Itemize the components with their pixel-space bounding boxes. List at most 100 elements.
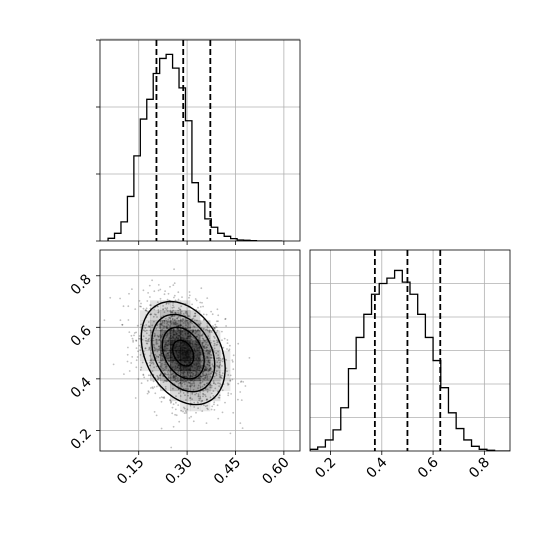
joint-scatter-point — [208, 361, 211, 364]
joint-scatter-point — [139, 305, 141, 308]
joint-scatter-point — [206, 326, 209, 329]
joint-scatter-point — [142, 373, 145, 376]
joint-scatter-point — [184, 394, 186, 397]
joint-scatter-point — [144, 327, 147, 329]
joint-density-cell — [180, 390, 191, 402]
joint-scatter-point — [168, 376, 170, 378]
joint-scatter-point — [156, 301, 159, 303]
joint-scatter-point — [217, 396, 220, 399]
joint-scatter-point — [157, 311, 160, 314]
joint-scatter-point — [218, 394, 221, 397]
joint-scatter-point — [162, 305, 165, 307]
joint-scatter-point — [174, 312, 177, 314]
joint-scatter-point — [175, 375, 178, 378]
joint-scatter-point — [187, 322, 190, 325]
joint-scatter-point — [161, 322, 164, 325]
joint-scatter-point — [157, 356, 160, 358]
joint-scatter-point — [158, 354, 161, 356]
joint-scatter-point — [159, 288, 162, 291]
joint-scatter-point — [157, 310, 160, 313]
joint-density-cell — [140, 310, 151, 321]
joint-scatter-point — [211, 363, 214, 366]
joint-scatter-point — [202, 392, 204, 395]
joint-scatter-point — [211, 370, 214, 373]
joint-scatter-point — [192, 420, 195, 423]
joint-scatter-point — [176, 379, 179, 381]
joint-scatter-point — [177, 404, 180, 406]
joint-scatter-point — [127, 346, 129, 349]
joint-density-cell — [150, 330, 161, 341]
joint-scatter-point — [215, 374, 218, 377]
joint-scatter-point — [177, 325, 180, 327]
joint-scatter-point — [148, 326, 151, 328]
joint-scatter-point — [219, 376, 222, 379]
joint-scatter-point — [214, 387, 217, 390]
joint-scatter-point — [159, 374, 162, 376]
joint-scatter-point — [221, 372, 224, 375]
joint-scatter-point — [137, 378, 140, 380]
joint-xtick-label: 0.45 — [211, 455, 244, 488]
joint-scatter-point — [201, 399, 203, 402]
joint-scatter-point — [134, 397, 137, 399]
joint-scatter-point — [180, 318, 182, 321]
joint-scatter-point — [216, 364, 218, 367]
joint-scatter-point — [189, 320, 192, 323]
joint-scatter-point — [178, 325, 180, 327]
joint-scatter-point — [207, 360, 210, 362]
joint-scatter-point — [153, 335, 156, 338]
joint-scatter-point — [207, 349, 210, 352]
joint-scatter-point — [194, 312, 197, 315]
joint-scatter-point — [174, 321, 177, 323]
joint-density-cell — [160, 340, 171, 351]
joint-scatter-point — [153, 344, 156, 346]
joint-scatter-point — [162, 325, 165, 328]
joint-scatter-point — [147, 390, 150, 392]
joint-scatter-point — [195, 411, 197, 414]
joint-scatter-point — [206, 367, 209, 370]
joint-scatter-point — [156, 316, 158, 318]
joint-scatter-point — [212, 325, 214, 327]
joint-scatter-point — [177, 380, 180, 383]
joint-scatter-point — [207, 370, 210, 373]
joint-scatter-point — [155, 355, 158, 358]
hist-y-xtick-label: 0.8 — [466, 455, 493, 482]
joint-scatter-point — [220, 376, 222, 378]
joint-scatter-point — [215, 372, 218, 375]
joint-scatter-point — [186, 313, 189, 316]
joint-scatter-point — [210, 373, 212, 375]
joint-scatter-point — [244, 385, 247, 387]
joint-scatter-point — [159, 327, 161, 329]
joint-scatter-point — [203, 347, 206, 349]
joint-scatter-point — [155, 340, 158, 343]
joint-scatter-point — [157, 289, 160, 292]
joint-scatter-point — [169, 402, 172, 404]
joint-scatter-point — [179, 324, 182, 326]
joint-density-cell — [160, 350, 171, 361]
joint-density-cell — [210, 370, 221, 382]
joint-scatter-point — [161, 328, 164, 331]
joint-scatter-point — [197, 306, 199, 309]
joint-scatter-point — [160, 364, 163, 367]
joint-scatter-point — [183, 412, 186, 414]
joint-scatter-point — [192, 331, 194, 333]
joint-scatter-point — [183, 383, 186, 385]
joint-scatter-point — [172, 403, 175, 406]
joint-scatter-point — [232, 368, 235, 371]
joint-scatter-point — [190, 335, 192, 338]
joint-scatter-point — [182, 392, 185, 394]
joint-scatter-point — [155, 327, 158, 330]
joint-scatter-point — [186, 319, 189, 322]
joint-scatter-point — [232, 411, 235, 414]
joint-scatter-point — [165, 380, 168, 383]
joint-scatter-point — [176, 377, 179, 379]
joint-density-cell — [210, 330, 221, 341]
joint-density-cell — [160, 360, 171, 372]
joint-scatter-point — [178, 319, 180, 322]
joint-scatter-point — [171, 311, 174, 314]
joint-scatter-point — [159, 297, 162, 300]
joint-scatter-point — [198, 330, 201, 332]
joint-density-cell — [160, 380, 171, 392]
joint-scatter-point — [148, 347, 151, 350]
joint-scatter-point — [200, 375, 203, 378]
joint-scatter-point — [143, 376, 146, 379]
